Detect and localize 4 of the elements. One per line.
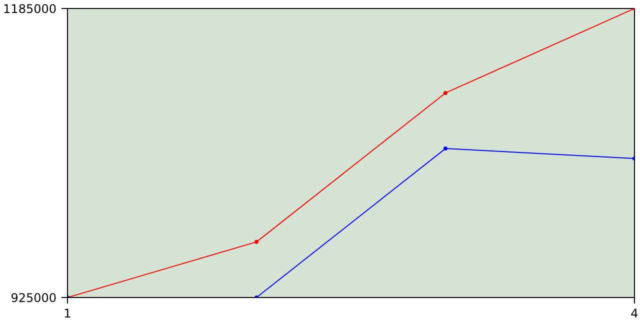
y-tick-label: 1185000 bbox=[3, 2, 57, 16]
x-tick-label: 1 bbox=[64, 306, 72, 320]
x-tick-label: 4 bbox=[630, 306, 638, 320]
y-tick-label: 925000 bbox=[10, 291, 57, 305]
